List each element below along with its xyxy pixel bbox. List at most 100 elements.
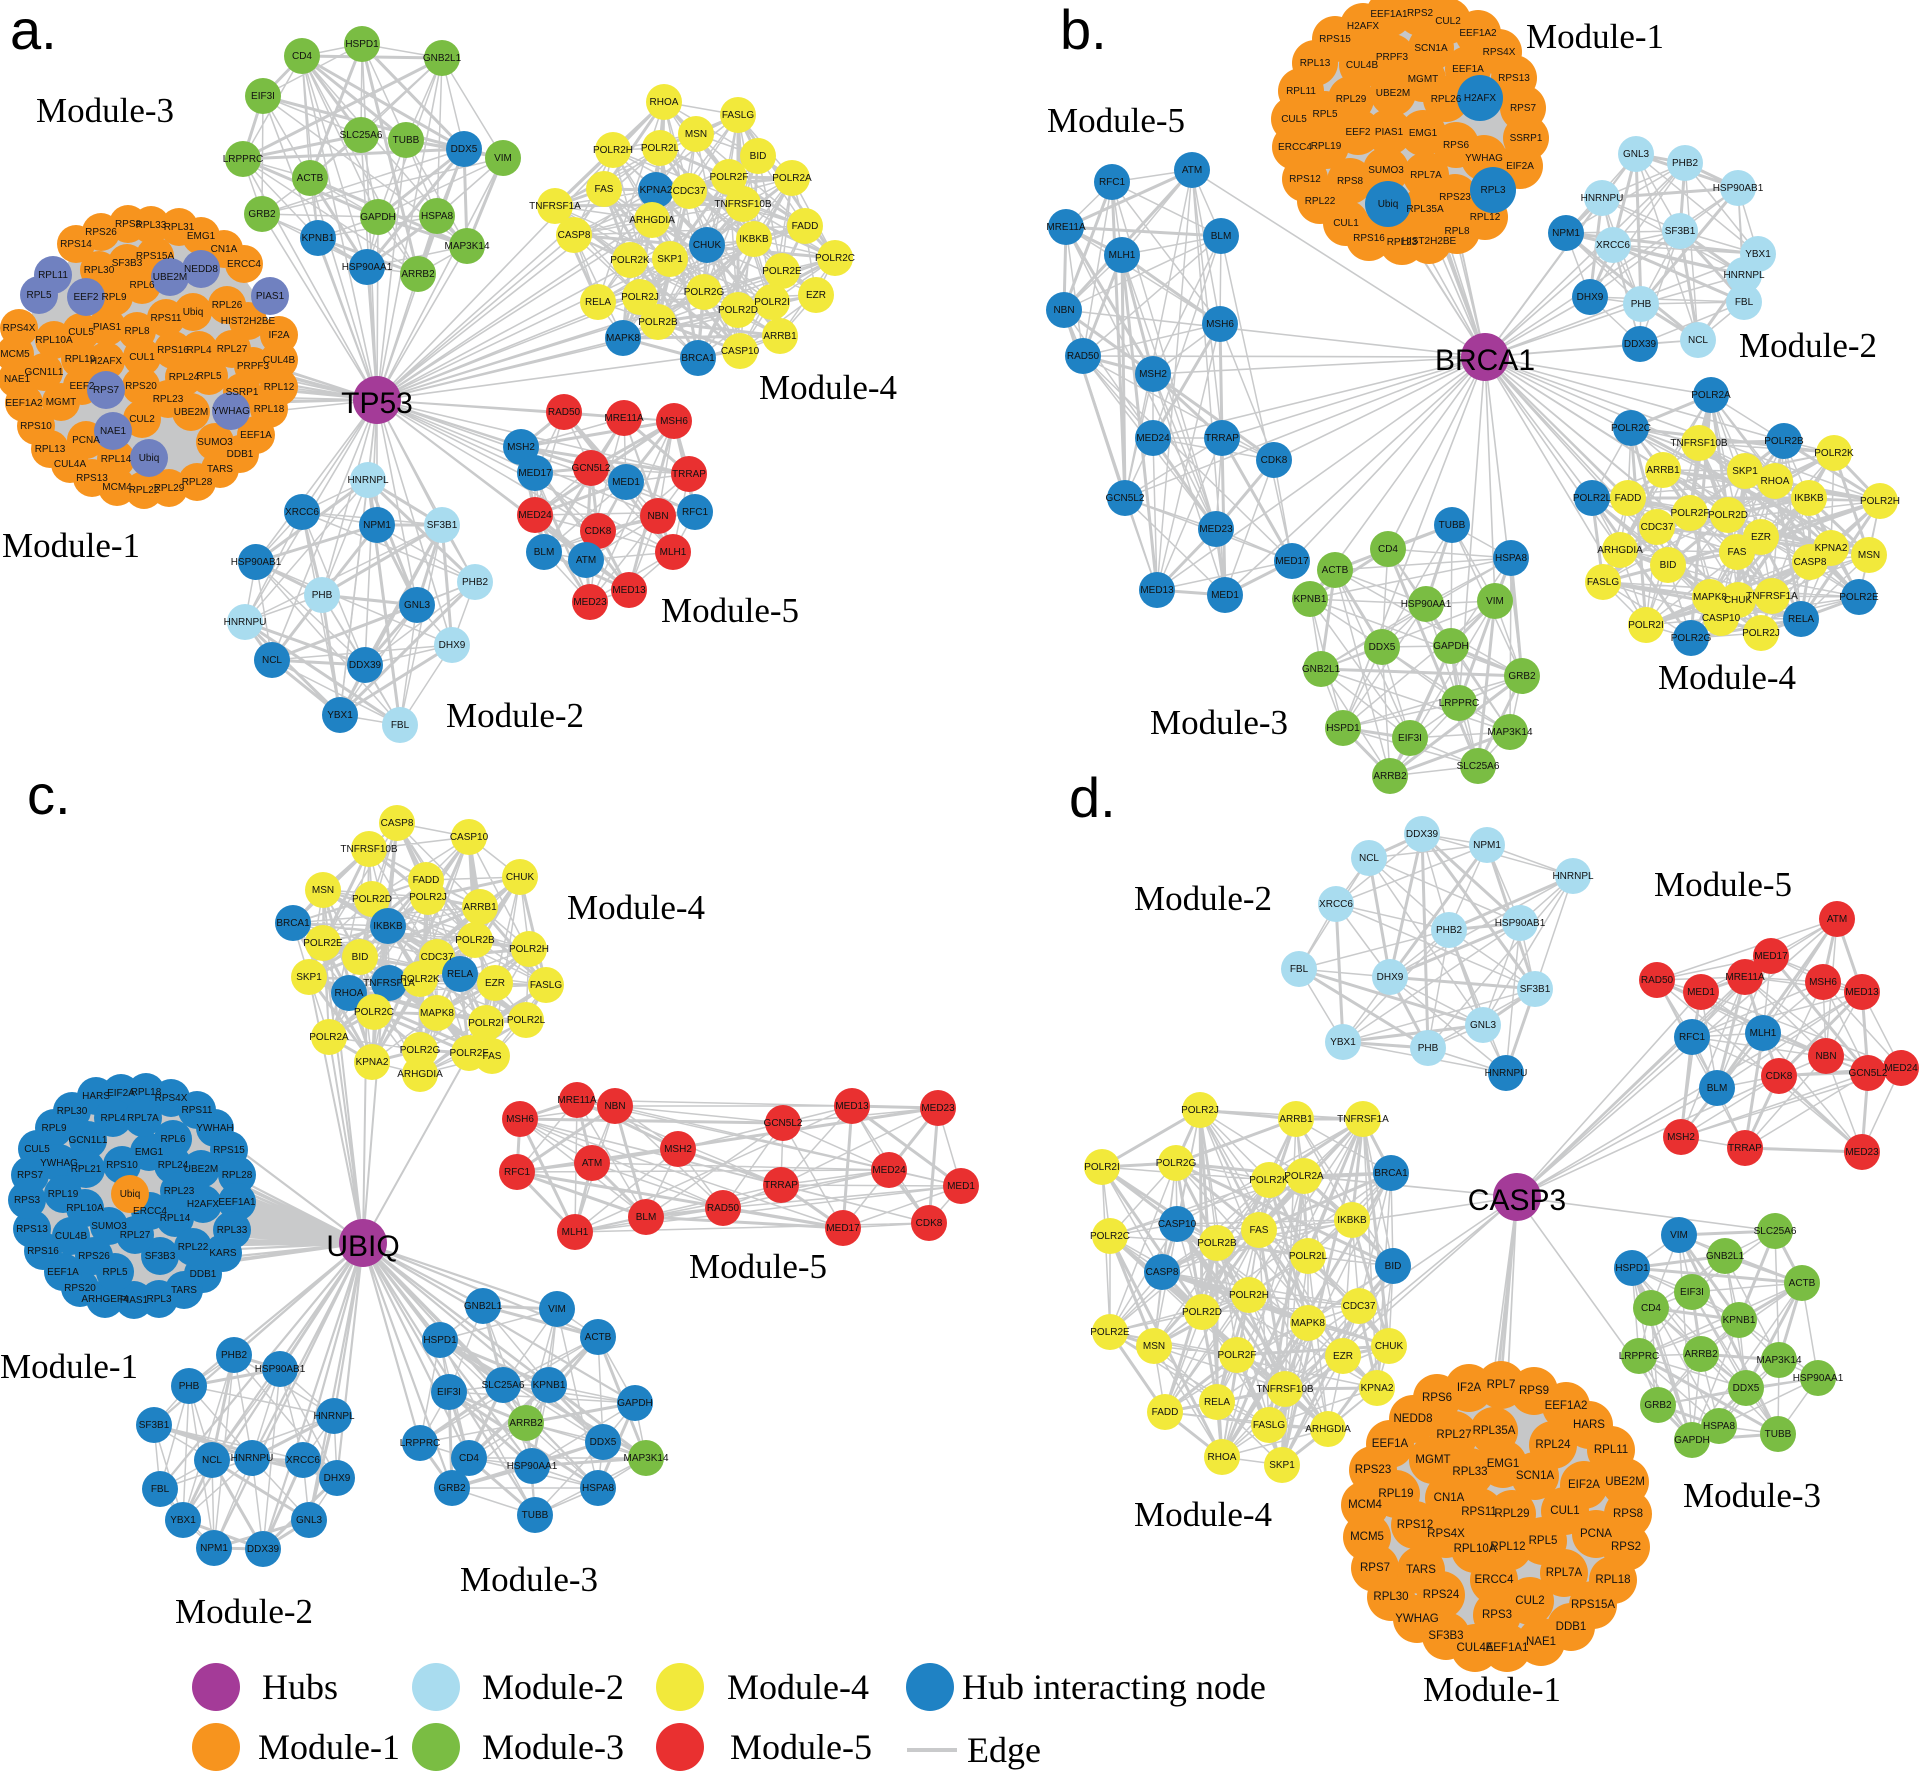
svg-text:ARHGDIA: ARHGDIA — [629, 215, 675, 226]
svg-text:RPL33: RPL33 — [1452, 1466, 1487, 1478]
svg-text:DDX5: DDX5 — [590, 1437, 617, 1448]
svg-text:RPL31: RPL31 — [164, 222, 195, 233]
svg-text:NCL: NCL — [1359, 853, 1379, 864]
svg-text:SF3B1: SF3B1 — [139, 1420, 170, 1431]
svg-text:HSPA8: HSPA8 — [421, 211, 453, 222]
svg-text:RPL11: RPL11 — [1594, 1444, 1628, 1456]
svg-text:FAS: FAS — [483, 1051, 502, 1062]
svg-text:Edge: Edge — [967, 1730, 1041, 1770]
svg-text:CASP8: CASP8 — [1794, 557, 1827, 568]
svg-text:MAP3K14: MAP3K14 — [1756, 1355, 1801, 1366]
svg-text:POLR2L: POLR2L — [507, 1015, 546, 1026]
svg-text:EEF1A: EEF1A — [1452, 64, 1484, 75]
svg-text:RPS11: RPS11 — [151, 313, 182, 324]
svg-text:SSRP1: SSRP1 — [1510, 133, 1543, 144]
svg-text:Module-2: Module-2 — [175, 1592, 313, 1631]
svg-text:Module-1: Module-1 — [2, 526, 140, 565]
svg-text:RPL29: RPL29 — [154, 483, 185, 494]
svg-text:RHOA: RHOA — [335, 988, 364, 999]
svg-text:RPS3: RPS3 — [1482, 1609, 1512, 1621]
svg-text:RPL9: RPL9 — [41, 1123, 66, 1134]
svg-text:RPL22: RPL22 — [1305, 196, 1336, 207]
svg-text:MSN: MSN — [1858, 550, 1880, 561]
svg-text:RPS7: RPS7 — [17, 1170, 44, 1181]
svg-text:IKBKB: IKBKB — [1794, 493, 1824, 504]
svg-text:c.: c. — [27, 763, 71, 826]
svg-text:MED13: MED13 — [612, 585, 646, 596]
svg-text:POLR2A: POLR2A — [1691, 390, 1731, 401]
svg-text:LRPPRC: LRPPRC — [400, 1438, 441, 1449]
svg-text:RPS9: RPS9 — [1519, 1385, 1549, 1397]
svg-text:RPS13: RPS13 — [1498, 73, 1530, 84]
svg-text:MSH6: MSH6 — [1809, 977, 1837, 988]
svg-text:Module-1: Module-1 — [1526, 17, 1664, 56]
svg-text:TRRAP: TRRAP — [672, 469, 706, 480]
svg-text:Module-5: Module-5 — [1047, 101, 1185, 140]
svg-text:RPS4X: RPS4X — [1483, 47, 1516, 58]
svg-text:PHB2: PHB2 — [1436, 925, 1463, 936]
svg-text:HSPD1: HSPD1 — [1326, 723, 1360, 734]
svg-text:POLR2E: POLR2E — [303, 938, 343, 949]
svg-text:YBX1: YBX1 — [1745, 249, 1771, 260]
svg-text:MSN: MSN — [1143, 1341, 1165, 1352]
svg-text:CDK8: CDK8 — [916, 1218, 943, 1229]
svg-text:TUBB: TUBB — [522, 1510, 549, 1521]
svg-text:RPS20: RPS20 — [64, 1283, 96, 1294]
svg-text:HSPD1: HSPD1 — [1615, 1263, 1649, 1274]
svg-text:YWHAG: YWHAG — [1465, 153, 1503, 164]
svg-text:RHOA: RHOA — [1208, 1452, 1237, 1463]
svg-text:NAE1: NAE1 — [100, 426, 127, 437]
svg-text:CUL4B: CUL4B — [263, 355, 296, 366]
svg-text:ERCC4: ERCC4 — [133, 1206, 167, 1217]
svg-text:UBIQ: UBIQ — [326, 1230, 399, 1263]
svg-text:UBE2M: UBE2M — [153, 272, 187, 283]
svg-text:CUL1: CUL1 — [129, 352, 155, 363]
svg-text:RPL18: RPL18 — [254, 404, 285, 415]
svg-text:RPL7: RPL7 — [1487, 1379, 1516, 1391]
svg-text:GNL3: GNL3 — [296, 1515, 323, 1526]
svg-text:CDC37: CDC37 — [673, 186, 706, 197]
svg-text:EIF2A: EIF2A — [1506, 161, 1534, 172]
svg-text:HIST2H2BE: HIST2H2BE — [221, 316, 276, 327]
svg-text:FADD: FADD — [1615, 493, 1642, 504]
svg-text:SF3B1: SF3B1 — [1520, 984, 1551, 995]
svg-text:EMG1: EMG1 — [1409, 128, 1438, 139]
svg-text:RPL5: RPL5 — [196, 371, 221, 382]
svg-text:NAE1: NAE1 — [1526, 1636, 1556, 1648]
svg-text:YWHAH: YWHAH — [196, 1123, 233, 1134]
svg-text:H2AFX: H2AFX — [1347, 21, 1380, 32]
svg-text:POLR2J: POLR2J — [1742, 628, 1780, 639]
svg-text:DHX9: DHX9 — [1577, 292, 1604, 303]
svg-text:RPL24: RPL24 — [1535, 1439, 1571, 1451]
svg-text:EEF2: EEF2 — [1345, 127, 1370, 138]
svg-text:RPL7A: RPL7A — [127, 1113, 159, 1124]
svg-text:d.: d. — [1069, 766, 1116, 829]
svg-text:SLC25A6: SLC25A6 — [1457, 761, 1500, 772]
svg-text:MAPK8: MAPK8 — [606, 333, 640, 344]
svg-text:ARRB2: ARRB2 — [509, 1418, 543, 1429]
svg-text:HNRNPL: HNRNPL — [313, 1411, 355, 1422]
svg-text:RPS8: RPS8 — [1613, 1508, 1643, 1520]
svg-text:MRE11A: MRE11A — [1046, 222, 1086, 233]
svg-text:MED24: MED24 — [872, 1165, 906, 1176]
svg-text:POLR2A: POLR2A — [772, 173, 812, 184]
svg-text:Module-5: Module-5 — [1654, 865, 1792, 904]
svg-text:BLM: BLM — [1211, 231, 1232, 242]
svg-text:POLR2H: POLR2H — [1860, 496, 1900, 507]
svg-text:RPL9: RPL9 — [101, 292, 126, 303]
svg-text:RPL22: RPL22 — [129, 485, 160, 496]
svg-text:POLR2B: POLR2B — [1764, 436, 1804, 447]
svg-text:BID: BID — [1385, 1261, 1402, 1272]
svg-text:Hub interacting node: Hub interacting node — [962, 1667, 1266, 1707]
svg-text:ACTB: ACTB — [1789, 1278, 1816, 1289]
svg-text:RPL23: RPL23 — [153, 394, 184, 405]
svg-text:RPS13: RPS13 — [16, 1224, 48, 1235]
svg-text:RPL23: RPL23 — [164, 1186, 195, 1197]
svg-text:GNL3: GNL3 — [1470, 1020, 1497, 1031]
svg-text:DHX9: DHX9 — [1377, 972, 1404, 983]
svg-text:MSH2: MSH2 — [507, 442, 535, 453]
svg-text:MAPK8: MAPK8 — [1693, 592, 1727, 603]
svg-text:NBN: NBN — [1053, 305, 1074, 316]
svg-text:POLR2B: POLR2B — [455, 935, 495, 946]
svg-text:KPNA2: KPNA2 — [640, 185, 673, 196]
